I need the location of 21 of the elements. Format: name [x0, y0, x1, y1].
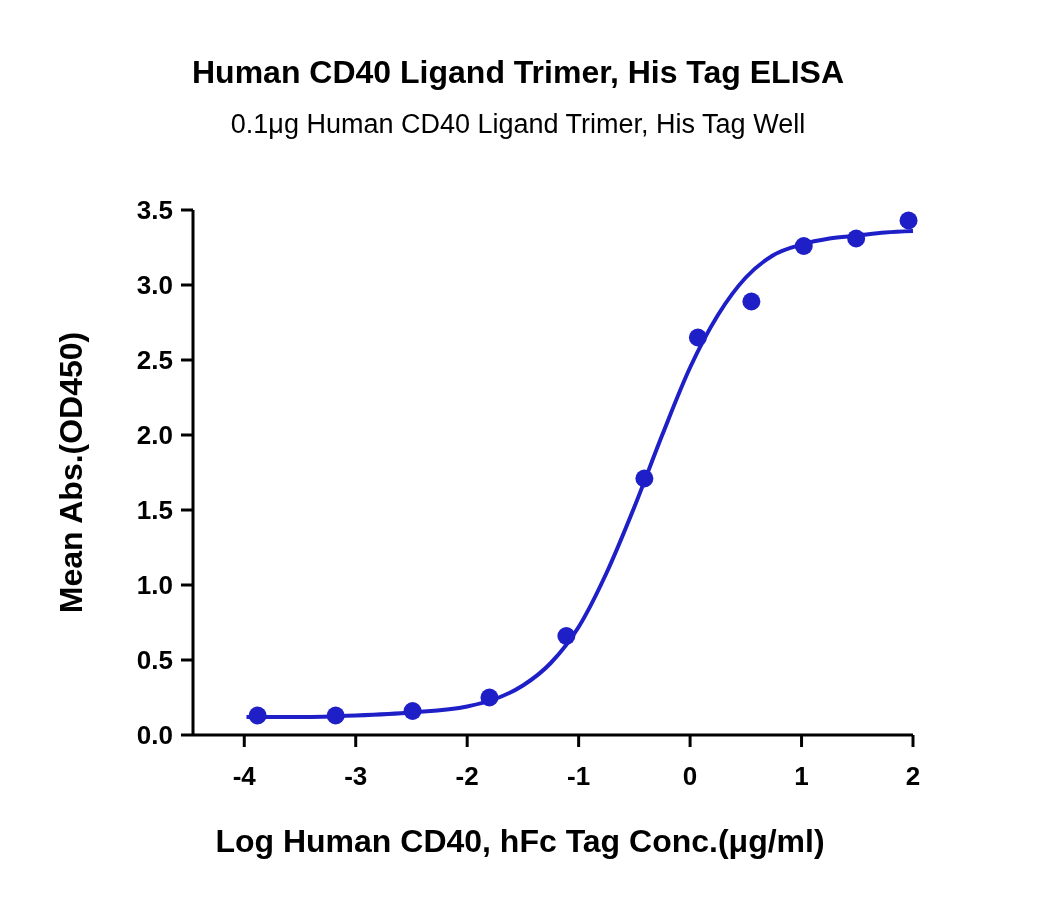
x-tick-label: -2	[455, 761, 479, 791]
y-tick-label: 3.0	[136, 270, 173, 301]
x-tick-label: 2	[905, 761, 921, 791]
x-tick-label: 0	[682, 761, 698, 791]
y-tick-label: 0.5	[136, 645, 173, 676]
chart-title: Human CD40 Ligand Trimer, His Tag ELISA	[192, 54, 844, 90]
y-tick-label: 2.0	[136, 420, 173, 451]
y-tick-label: 3.5	[136, 195, 173, 226]
x-tick-label: -3	[344, 761, 368, 791]
y-axis-title: Mean Abs.(OD450)	[53, 331, 89, 614]
x-axis-title: Log Human CD40, hFc Tag Conc.(μg/ml)	[215, 823, 825, 859]
x-tick-label: 1	[794, 761, 809, 791]
point	[899, 211, 918, 230]
chart-subtitle: 0.1μg Human CD40 Ligand Trimer, His Tag Well	[230, 109, 806, 139]
x-tick-label: -1	[567, 761, 591, 791]
point	[742, 292, 761, 311]
y-tick-label: 1.5	[136, 495, 173, 526]
y-tick-label: 1.0	[136, 570, 173, 601]
x-tick-label: -4	[232, 761, 257, 791]
y-tick-label: 0.0	[136, 720, 173, 751]
y-tick-label: 2.5	[136, 345, 173, 376]
